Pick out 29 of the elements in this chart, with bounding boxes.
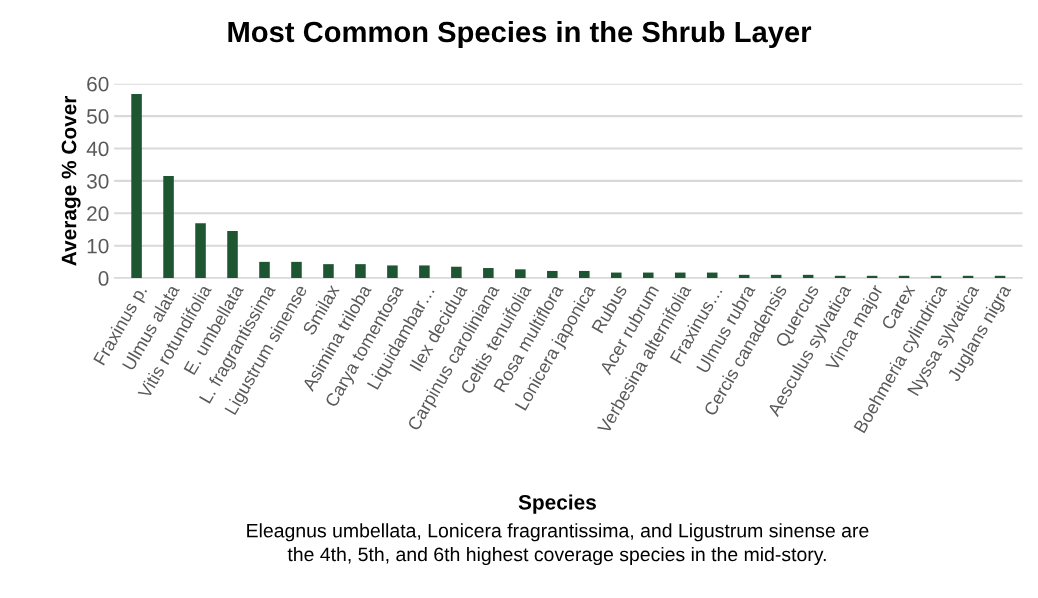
bar [259,261,270,279]
bar [291,261,302,279]
y-tick-label: 30 [86,173,109,189]
bar [611,272,622,279]
bar [515,269,526,279]
y-tick-label: 20 [87,206,109,222]
bar [387,265,398,279]
bar [131,94,142,279]
bar [355,264,366,279]
bar [419,265,430,279]
bar [642,272,654,279]
x-axis-title: Species [518,494,596,514]
y-axis-title: Average % Cover [61,95,81,266]
bar [323,264,334,279]
bar [227,231,238,279]
bar [674,272,686,279]
bar [579,270,590,279]
bar [547,270,558,279]
y-tick-label: 0 [98,271,109,286]
chart-title: Most Common Species in the Shrub Layer [228,20,812,49]
bar [195,223,206,279]
y-tick-label: 50 [86,109,109,124]
text: Eleagnus umbellata, Lonicera fragrantissima, and Ligustrum sinense are the 4th, 5th, and 6th highest coverage species in the mid-story. [247,523,869,566]
bar [483,268,494,279]
y-tick-label: 40 [86,141,109,157]
y-tick-label: 60 [87,76,109,92]
bar [451,266,462,279]
y-tick-label: 10 [87,238,109,254]
bar [163,176,174,279]
